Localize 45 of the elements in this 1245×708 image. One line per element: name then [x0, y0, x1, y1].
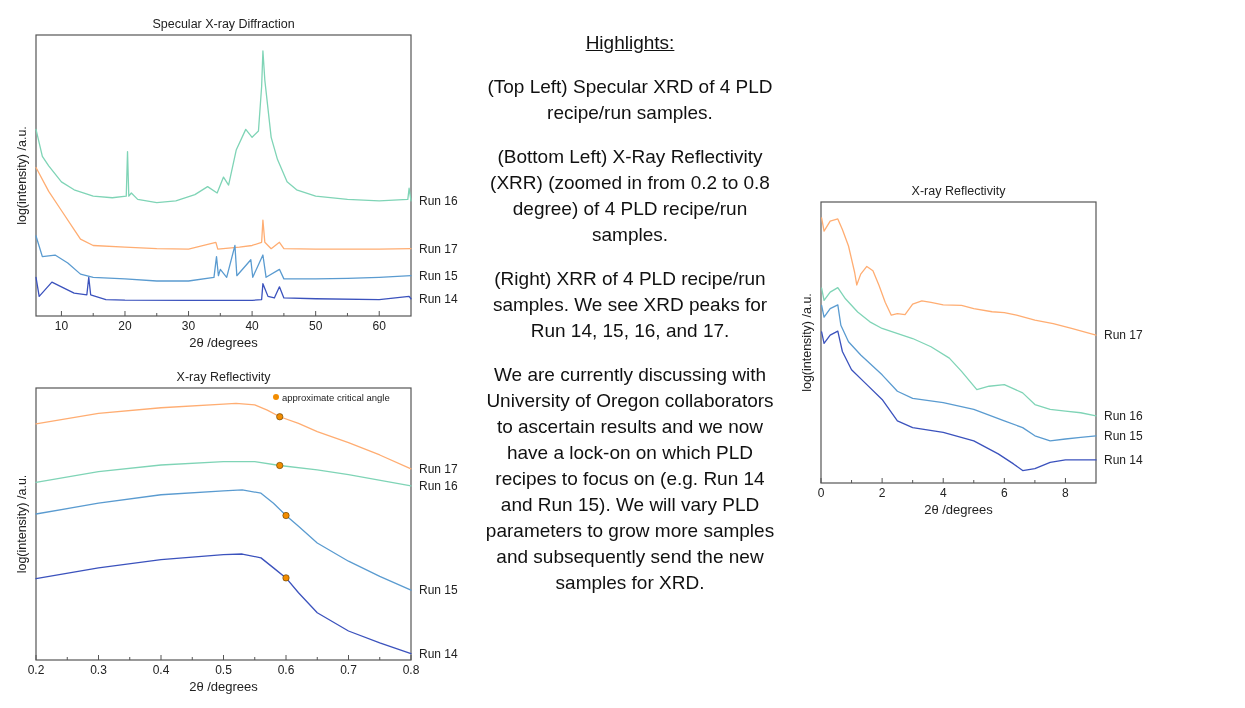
x-tick-label: 0.8	[402, 663, 420, 677]
series-label: Run 15	[419, 583, 459, 598]
x-axis-title: 2θ /degrees	[189, 335, 259, 350]
x-tick-label: 60	[372, 319, 387, 333]
y-axis-title: log(intensity) /a.u.	[15, 126, 29, 225]
series-label: Run 16	[419, 478, 459, 493]
x-tick-label: 4	[939, 486, 947, 500]
x-tick-label: 0.6	[277, 663, 295, 677]
y-axis-title: log(intensity) /a.u.	[15, 474, 29, 574]
x-tick-label: 20	[118, 319, 132, 333]
x-tick-label: 0.2	[27, 663, 45, 677]
x-tick-label: 0.5	[215, 663, 233, 677]
text: (Right) XRR of 4 PLD recipe/run samples. We see XRD peaks for Run 14, 15, 16, and 17.	[491, 267, 769, 343]
x-tick-label: 30	[181, 319, 196, 333]
series-label: Run 17	[419, 461, 459, 476]
x-tick-label: 0.7	[340, 663, 358, 677]
chart-title: X-ray Reflectivity	[911, 184, 1007, 198]
x-axis-title: 2θ /degrees	[189, 679, 259, 694]
series-label: Run 14	[419, 646, 459, 661]
text: We are currently discussing with University of Oregon collaborators to ascertain results and we now have a lock-on on which PLD recipes to focus on (e.g. Run 14 and Run 15). We will vary PLD parameters to grow more samples and subsequently send the new samples for XRD.	[485, 364, 775, 593]
x-tick-label: 0.3	[90, 663, 108, 677]
series-label: Run 16	[419, 193, 459, 208]
text: (Top Left) Specular XRD of 4 PLD recipe/run samples.	[486, 75, 774, 125]
series-label: Run 14	[419, 291, 459, 306]
x-tick-label: 6	[1000, 486, 1008, 500]
x-axis-title: 2θ /degrees	[924, 502, 994, 517]
y-axis-title: log(intensity) /a.u.	[800, 293, 814, 392]
x-tick-label: 0.4	[152, 663, 170, 677]
series-label: Run 14	[1104, 452, 1144, 467]
x-tick-label: 8	[1062, 486, 1070, 500]
chart-title: X-ray Reflectivity	[176, 370, 272, 384]
series-label: Run 15	[419, 268, 459, 283]
x-tick-label: 10	[54, 319, 69, 333]
legend-label: approximate critical angle	[282, 391, 390, 403]
x-tick-label: 50	[308, 319, 323, 333]
series-label: Run 15	[1104, 428, 1144, 443]
x-tick-label: 0	[817, 486, 825, 500]
series-label: Run 17	[419, 241, 459, 256]
x-tick-label: 2	[878, 486, 886, 500]
series-label: Run 17	[1104, 328, 1144, 343]
x-tick-label: 40	[245, 319, 260, 333]
text: Highlights:	[584, 31, 676, 55]
series-label: Run 16	[1104, 408, 1144, 423]
text: (Bottom Left) X-Ray Reflectivity (XRR) (zoomed in from 0.2 to 0.8 degree) of 4 PLD recipe/run samples.	[489, 145, 771, 247]
chart-title: Specular X-ray Diffraction	[152, 17, 295, 31]
